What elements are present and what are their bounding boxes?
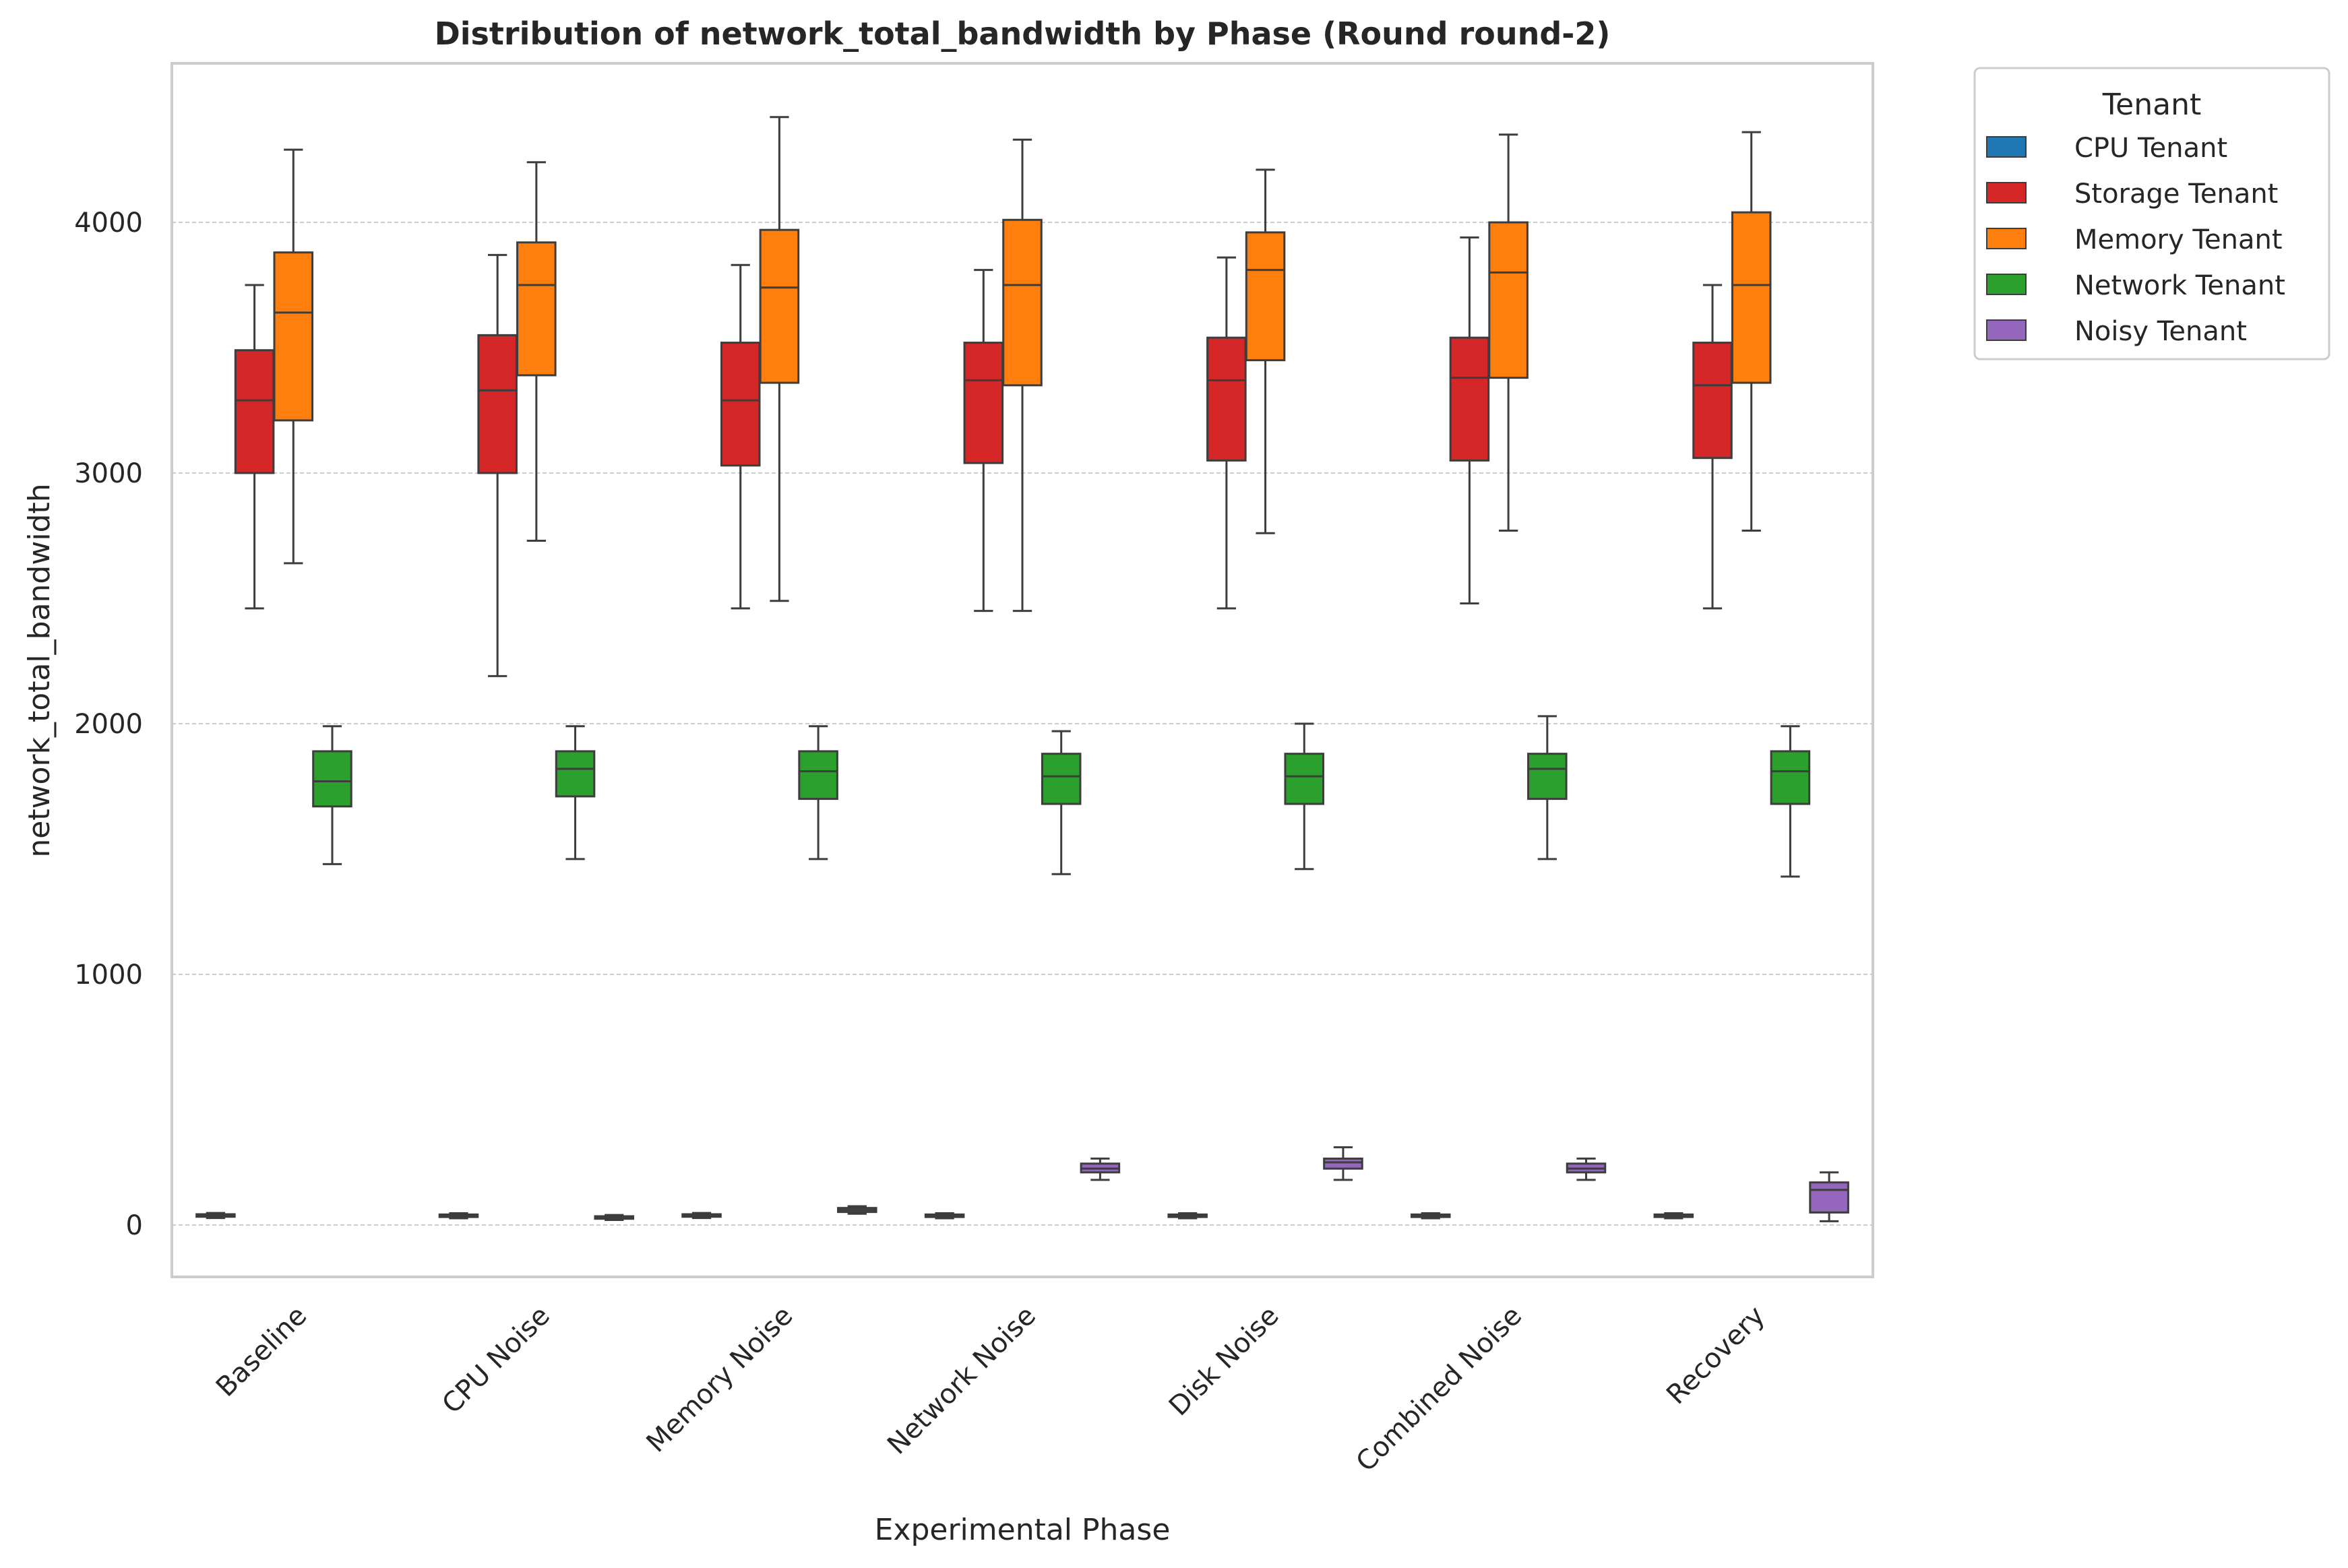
x-axis-label: Experimental Phase bbox=[875, 1513, 1171, 1547]
legend-entry: Noisy Tenant bbox=[2074, 316, 2247, 347]
box-plot-item bbox=[1167, 1212, 1208, 1220]
legend-swatch bbox=[1986, 228, 2027, 249]
box-plot-series bbox=[195, 116, 1849, 1222]
box-plot-item bbox=[1410, 1212, 1451, 1220]
box-plot-item bbox=[1809, 1171, 1849, 1222]
box-plot-item bbox=[477, 253, 518, 677]
legend-swatch bbox=[1986, 274, 2027, 295]
box-iqr bbox=[234, 349, 275, 474]
x-axis-ticks: Baseline CPU Noise Memory Noise Network Noi… bbox=[210, 1300, 1771, 1478]
box-plot-item bbox=[798, 725, 838, 860]
x-tick-label: Memory Noise bbox=[640, 1300, 799, 1459]
box-iqr bbox=[1488, 221, 1528, 379]
legend-entry: CPU Tenant bbox=[2074, 133, 2227, 164]
box-iqr bbox=[1527, 753, 1568, 801]
x-tick-label: Combined Noise bbox=[1351, 1300, 1528, 1478]
series-network-tenant bbox=[312, 715, 1811, 878]
box-plot-item bbox=[681, 1212, 722, 1220]
box-plot-item bbox=[1653, 1212, 1694, 1220]
box-plot-item bbox=[195, 1212, 236, 1220]
legend: Tenant CPU Tenant Storage Tenant Memory Te… bbox=[1973, 67, 2330, 360]
legend-swatch bbox=[1986, 136, 2027, 158]
box-plot-item bbox=[1080, 1157, 1121, 1181]
box-iqr bbox=[759, 228, 800, 384]
box-iqr bbox=[477, 334, 518, 474]
box-iqr bbox=[1692, 342, 1733, 460]
series-cpu-tenant bbox=[195, 1212, 1694, 1220]
box-plot-item bbox=[594, 1214, 635, 1222]
plot-area-frame bbox=[171, 62, 1874, 1278]
box-plot-item bbox=[1731, 131, 1772, 532]
legend-frame bbox=[1973, 67, 2330, 360]
box-iqr bbox=[1449, 336, 1490, 462]
box-plot-item bbox=[1566, 1157, 1607, 1181]
box-iqr bbox=[1731, 211, 1772, 384]
box-plot-item bbox=[759, 116, 800, 602]
box-iqr bbox=[312, 750, 352, 808]
y-axis-label: network_total_bandwidth bbox=[22, 483, 57, 857]
box-iqr bbox=[555, 750, 596, 798]
box-plot-item bbox=[1488, 133, 1528, 532]
box-iqr bbox=[798, 750, 838, 801]
x-tick-label: Disk Noise bbox=[1163, 1300, 1285, 1422]
box-plot-item bbox=[1449, 236, 1490, 604]
legend-entry: Storage Tenant bbox=[2074, 179, 2278, 210]
box-plot-item bbox=[1284, 722, 1325, 871]
series-memory-tenant bbox=[273, 116, 1772, 613]
box-iqr bbox=[720, 342, 761, 467]
box-plot-item bbox=[837, 1205, 877, 1215]
box-plot-item bbox=[1323, 1146, 1363, 1181]
legend-swatch bbox=[1986, 319, 2027, 341]
legend-entry: Memory Tenant bbox=[2074, 224, 2283, 255]
box-iqr bbox=[516, 241, 557, 377]
box-iqr bbox=[1809, 1181, 1849, 1214]
box-iqr bbox=[963, 342, 1004, 464]
box-plot-item bbox=[1527, 715, 1568, 860]
series-noisy-tenant bbox=[594, 1146, 1849, 1222]
box-plot-item bbox=[234, 284, 275, 610]
legend-entry: Network Tenant bbox=[2074, 270, 2285, 301]
x-tick-label: Recovery bbox=[1661, 1300, 1771, 1411]
y-tick-label: 1000 bbox=[74, 960, 143, 991]
chart-title: Distribution of network_total_bandwidth … bbox=[435, 15, 1611, 52]
y-tick-label: 3000 bbox=[74, 458, 143, 489]
box-iqr bbox=[1041, 753, 1082, 805]
y-tick-label: 4000 bbox=[74, 208, 143, 239]
x-tick-label: Network Noise bbox=[882, 1300, 1042, 1461]
box-iqr bbox=[1284, 753, 1325, 805]
box-iqr bbox=[1770, 750, 1811, 805]
box-plot-item bbox=[273, 148, 314, 565]
box-plot-item bbox=[555, 725, 596, 860]
box-plot-item bbox=[1692, 284, 1733, 610]
y-axis-ticks: 0 1000 2000 3000 4000 bbox=[74, 208, 143, 1241]
box-plot-item bbox=[1245, 168, 1286, 534]
x-tick-label: CPU Noise bbox=[436, 1300, 555, 1420]
box-plot-item bbox=[1041, 730, 1082, 875]
x-tick-label: Baseline bbox=[210, 1300, 313, 1403]
y-tick-label: 0 bbox=[126, 1210, 143, 1241]
y-tick-label: 2000 bbox=[74, 709, 143, 740]
box-plot-item bbox=[1002, 138, 1043, 613]
box-plot-item bbox=[963, 269, 1004, 613]
box-iqr bbox=[1002, 218, 1043, 387]
box-plot-item bbox=[312, 725, 352, 865]
box-plot-item bbox=[1770, 725, 1811, 878]
box-plot-item bbox=[924, 1212, 965, 1220]
box-plot-item bbox=[720, 263, 761, 610]
box-plot-item bbox=[438, 1212, 479, 1220]
legend-title: Tenant bbox=[2102, 88, 2201, 122]
legend-swatch bbox=[1986, 182, 2027, 203]
box-iqr bbox=[273, 251, 314, 422]
box-iqr bbox=[1206, 336, 1247, 462]
box-iqr bbox=[1245, 231, 1286, 362]
box-plot-item bbox=[516, 161, 557, 542]
series-storage-tenant bbox=[234, 236, 1733, 677]
box-iqr bbox=[1323, 1157, 1363, 1170]
box-plot-item bbox=[1206, 256, 1247, 610]
